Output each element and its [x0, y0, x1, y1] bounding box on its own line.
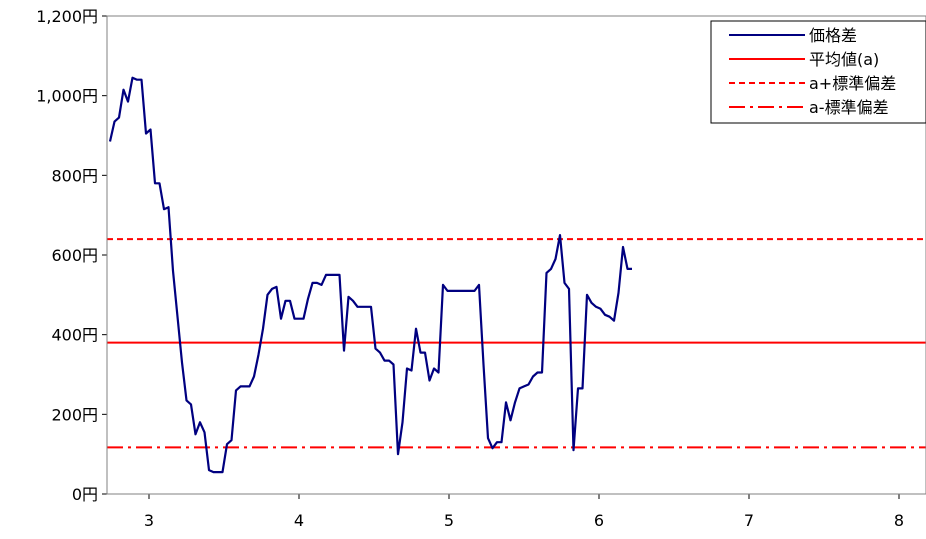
plot-area-border: [106, 15, 926, 495]
y-tick-label: 600円: [51, 246, 98, 265]
x-tick-label: 8: [894, 511, 904, 530]
y-axis: 0円 200円 400円 600円 800円 1,000円 1,200円: [36, 7, 107, 504]
legend-label: 価格差: [809, 26, 857, 45]
y-tick-label: 0円: [72, 485, 98, 504]
x-tick-label: 3: [144, 511, 154, 530]
x-tick-label: 6: [594, 511, 604, 530]
legend-box: [710, 20, 926, 124]
y-tick-label: 400円: [51, 326, 98, 345]
y-tick-label: 1,000円: [36, 87, 98, 106]
series-line-price-diff: [108, 76, 632, 474]
series-lines: [108, 76, 632, 474]
legend-label: a+標準偏差: [809, 74, 896, 93]
legend-label: 平均値(a): [809, 50, 879, 69]
y-tick-label: 200円: [51, 405, 98, 424]
x-tick-label: 5: [444, 511, 454, 530]
reference-lines: [107, 238, 926, 449]
y-tick-label: 1,200円: [36, 7, 98, 26]
x-axis: 3 4 5 6 7 8: [144, 494, 904, 530]
x-tick-label: 7: [744, 511, 754, 530]
x-tick-label: 4: [294, 511, 304, 530]
y-tick-label: 800円: [51, 166, 98, 185]
legend-label: a-標準偏差: [809, 98, 889, 117]
